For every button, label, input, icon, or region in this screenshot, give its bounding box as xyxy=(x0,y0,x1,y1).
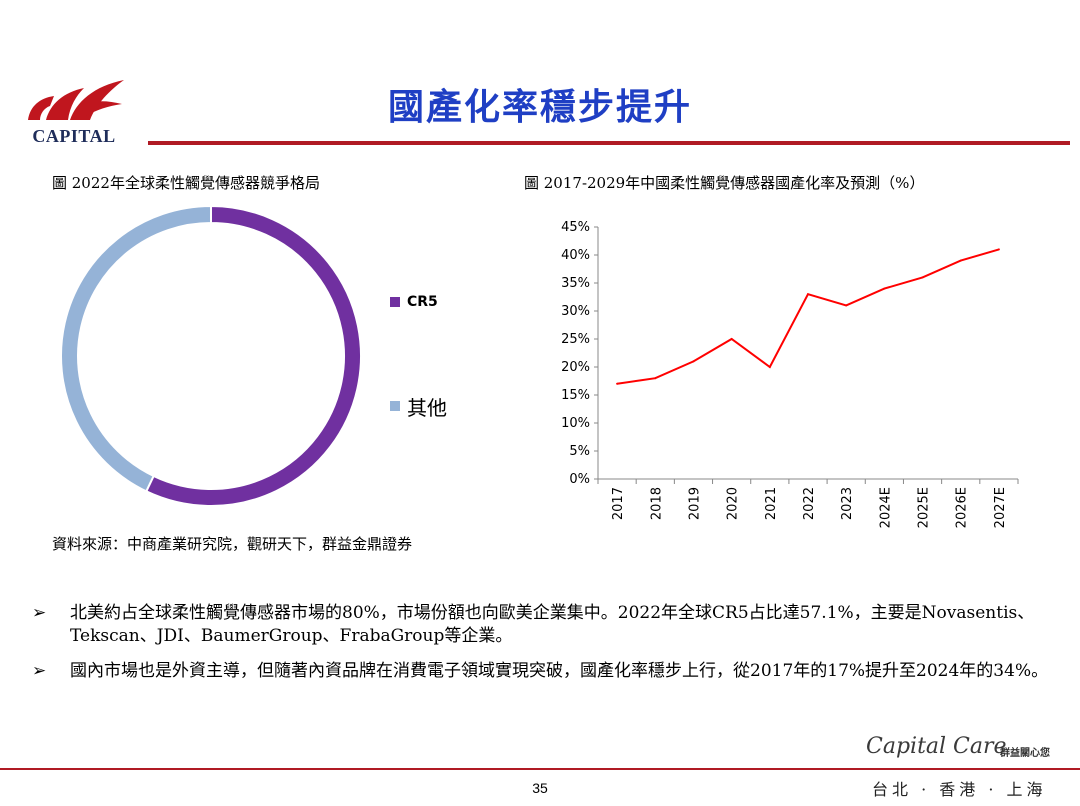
y-tick-label: 10% xyxy=(561,416,590,431)
data-point xyxy=(997,248,1000,251)
bullet-list: ➢ 北美約占全球柔性觸覺傳感器市場的80%，市場份額也向歐美企業集中。2022年… xyxy=(32,602,1062,695)
footer-divider xyxy=(0,768,1080,770)
data-point xyxy=(654,377,657,380)
x-tick-label: 2026E xyxy=(955,487,970,528)
y-tick-label: 15% xyxy=(561,388,590,403)
data-point xyxy=(959,259,962,262)
y-tick-label: 45% xyxy=(561,220,590,235)
line-chart: 0% 5% 10% 15% 20% 25% 30% 35% 40% 45% 2017 2018 2019… xyxy=(561,220,1019,528)
data-point xyxy=(692,360,695,363)
data-point xyxy=(921,276,924,279)
donut-slice-other xyxy=(60,204,212,493)
series-line xyxy=(616,248,1000,385)
data-point xyxy=(768,366,771,368)
data-point xyxy=(730,338,733,340)
legend-swatch-cr5 xyxy=(390,297,400,307)
legend-item-cr5: CR5 xyxy=(390,290,447,314)
y-tick-label: 20% xyxy=(561,360,590,375)
x-tick-label: 2025E xyxy=(917,487,932,528)
right-chart-caption: 圖 2017-2029年中國柔性觸覺傳感器國產化率及預測（%） xyxy=(524,174,925,192)
data-point xyxy=(845,304,848,307)
donut-slice-cr5 xyxy=(144,204,362,507)
x-tick-label: 2020 xyxy=(726,487,741,520)
x-tick-label: 2022 xyxy=(802,487,817,520)
legend-item-other: 其他 xyxy=(390,394,447,420)
brand-logo: Capital Care xyxy=(866,734,1007,759)
y-tick-label: 40% xyxy=(561,248,590,263)
y-tick-label: 35% xyxy=(561,276,590,291)
company-logo: CAPITAL xyxy=(10,76,138,148)
legend-label-other: 其他 xyxy=(407,395,447,420)
header-divider xyxy=(148,141,1070,145)
logo-text: CAPITAL xyxy=(32,126,116,146)
donut-chart xyxy=(60,204,362,507)
x-tick-label: 2018 xyxy=(649,487,664,520)
bullet-marker-icon: ➢ xyxy=(32,603,47,623)
bullet-text: 國內市場也是外資主導，但隨著內資品牌在消費電子領域實現突破，國產化率穩步上行，從… xyxy=(70,661,1049,681)
page-number: 35 xyxy=(532,780,548,796)
y-tick-label: 5% xyxy=(569,444,590,459)
x-tick-label: 2021 xyxy=(764,487,779,520)
bullet-item: ➢ 北美約占全球柔性觸覺傳感器市場的80%，市場份額也向歐美企業集中。2022年… xyxy=(32,602,1062,648)
source-note: 資料來源：中商產業研究院，觀研天下，群益金鼎證券 xyxy=(52,535,413,553)
x-tick-label: 2027E xyxy=(993,487,1008,528)
x-tick-label: 2023 xyxy=(840,487,855,520)
y-tick-label: 25% xyxy=(561,332,590,347)
legend-label-cr5: CR5 xyxy=(407,294,438,310)
x-tick-label: 2019 xyxy=(687,487,702,520)
donut-legend: CR5 其他 xyxy=(390,290,447,498)
data-point xyxy=(883,287,886,290)
bullet-text: 北美約占全球柔性觸覺傳感器市場的80%，市場份額也向歐美企業集中。2022年全球… xyxy=(70,603,1035,646)
bullet-marker-icon: ➢ xyxy=(32,661,47,681)
x-tick-label: 2017 xyxy=(611,487,626,520)
logo-bird-icon xyxy=(28,80,124,120)
page-title: 國產化率穩步提升 xyxy=(387,86,692,128)
y-tick-label: 30% xyxy=(561,304,590,319)
bullet-item: ➢ 國內市場也是外資主導，但隨著內資品牌在消費電子領域實現突破，國產化率穩步上行… xyxy=(32,660,1062,683)
left-chart-caption: 圖 2022年全球柔性觸覺傳感器競爭格局 xyxy=(52,174,320,192)
data-point xyxy=(616,382,619,385)
brand-slogan: 群益關心您 xyxy=(1000,748,1050,759)
office-cities: 台北 · 香港 · 上海 xyxy=(872,780,1047,799)
y-tick-label: 0% xyxy=(569,472,590,487)
x-tick-label: 2024E xyxy=(878,487,893,528)
data-point xyxy=(807,293,809,296)
legend-swatch-other xyxy=(390,401,400,411)
